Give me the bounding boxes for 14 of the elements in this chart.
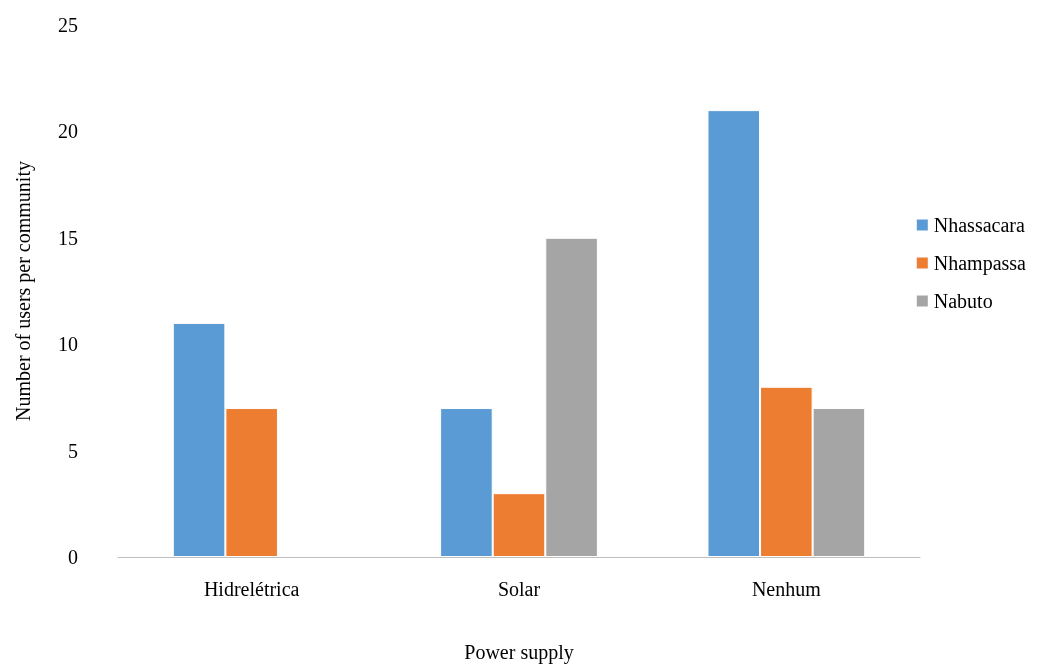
y-tick-label: 10 (58, 333, 78, 356)
x-tick-label: Nenhum (751, 578, 822, 600)
y-axis-title: Number of users per community (12, 161, 35, 421)
legend-label: Nhampassa (933, 252, 1027, 275)
y-tick-label: 20 (58, 120, 78, 143)
x-tick-label: Hidrelétrica (203, 578, 300, 600)
legend-label: Nhassacara (933, 214, 1025, 236)
y-tick-label: 5 (68, 439, 78, 462)
legend-label: Nabuto (933, 290, 993, 312)
x-axis-title: Power supply (464, 641, 574, 664)
y-tick-label: 15 (58, 226, 78, 249)
x-tick-label: Solar (497, 578, 541, 600)
y-tick-label: 0 (68, 546, 78, 568)
y-tick-label: 25 (58, 14, 78, 36)
